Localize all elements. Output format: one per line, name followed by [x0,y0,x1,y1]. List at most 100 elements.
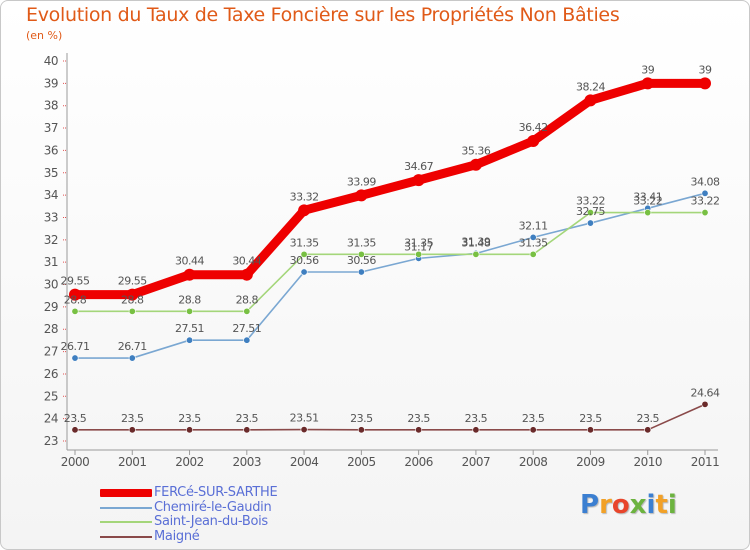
y-tick-label: 37 [44,121,58,135]
y-tick-label: 29 [44,300,58,314]
legend-label-fercé: FERCé-SUR-SARTHE [154,485,278,501]
series-point-1 [71,354,79,362]
chart-title: Evolution du Taux de Taxe Foncière sur l… [26,4,620,26]
series-point-0 [298,204,311,217]
series-point-3 [529,426,537,434]
series-point-0 [355,189,368,202]
series-point-2 [300,250,308,258]
series-point-0 [584,94,597,107]
series-point-2 [644,209,652,217]
series-point-1 [701,189,709,197]
y-tick-label: 23 [44,434,58,448]
legend-item-chemire: Chemiré-le-Gaudin [100,499,277,516]
series-point-2 [357,250,365,258]
series-point-1 [300,268,308,276]
series-point-2 [472,250,480,258]
series-point-3 [186,426,194,434]
data-label-2: 28.8 [121,293,144,306]
series-point-2 [71,307,79,315]
y-tick-label: 28 [44,322,58,336]
chart-legend: FERCé-SUR-SARTHE Chemiré-le-Gaudin Saint… [100,485,278,545]
legend-swatch-chemire [100,506,152,509]
series-point-3 [128,426,136,434]
series-point-3 [472,426,480,434]
logo-letter: P [580,490,600,520]
x-tick-label: 2005 [347,455,376,469]
data-label-2: 28.8 [178,293,201,306]
data-label-1: 30.56 [347,254,376,267]
x-tick-label: 2000 [61,455,90,469]
logo-letter: i [646,490,656,520]
legend-item-fercé: FERCé-SUR-SARTHE [100,485,278,501]
data-label-0: 38.24 [576,80,605,93]
data-label-3: 24.64 [691,386,720,399]
data-label-0: 30.44 [232,255,261,268]
series-point-2 [529,250,537,258]
series-line-1 [74,192,706,359]
data-label-2: 33.22 [576,195,605,208]
series-point-2 [128,307,136,315]
data-label-2: 31.35 [519,236,548,249]
x-tick-label: 2006 [404,455,433,469]
data-label-1: 32.75 [576,205,605,218]
series-point-3 [701,400,709,408]
logo-letter: t [655,490,668,520]
logo-letter: r [599,490,612,520]
y-tick-label: 25 [44,389,58,403]
series-line-3 [74,403,706,431]
data-label-2: 31.35 [347,236,376,249]
y-tick-label: 38 [44,99,58,113]
y-tick-label: 31 [44,255,58,269]
legend-item-maigne: Maigné [100,529,277,545]
chart-unit-label: (en %) [26,29,63,42]
y-tick-label: 40 [44,54,58,68]
series-point-3 [71,426,79,434]
data-label-1: 33.41 [633,190,662,203]
data-label-1: 26.71 [118,340,147,353]
data-label-1: 30.56 [290,254,319,267]
series-line-0 [70,78,710,300]
legend-label-chemire: Chemiré-le-Gaudin [154,499,272,515]
series-point-2 [701,209,709,217]
series-point-0 [641,77,654,90]
data-label-3: 23.5 [236,412,259,425]
x-tick-label: 2010 [633,455,662,469]
data-label-0: 39 [699,63,712,76]
series-point-2 [243,307,251,315]
series-point-1 [586,219,594,227]
legend-item-saint-jean: Saint-Jean-du-Bois [100,515,277,530]
data-label-3: 23.5 [522,412,545,425]
data-label-3: 23.5 [64,412,87,425]
data-label-2: 31.48 [461,236,490,249]
y-tick-label: 33 [44,210,58,224]
data-label-3: 23.5 [121,412,144,425]
data-label-1: 27.51 [175,322,204,335]
series-point-0 [240,268,253,281]
series-point-1 [357,268,365,276]
data-label-0: 30.44 [175,255,204,268]
data-label-3: 23.5 [178,412,201,425]
series-point-3 [415,426,423,434]
series-point-0 [527,135,540,148]
data-label-0: 34.67 [404,160,433,173]
legend-swatch-saint-jean [100,521,152,524]
series-point-2 [415,250,423,258]
series-point-0 [183,268,196,281]
logo-letter: x [629,490,647,520]
series-point-3 [243,426,251,434]
series-line-2 [74,211,706,313]
x-tick-label: 2007 [462,455,491,469]
data-label-0: 39 [641,63,654,76]
logo-letter: o [611,490,630,520]
data-label-3: 23.5 [465,412,488,425]
x-tick-label: 2002 [175,455,204,469]
series-point-1 [186,336,194,344]
data-label-1: 31.39 [461,235,490,248]
series-point-3 [586,426,594,434]
legend-swatch-fercé [100,489,152,498]
data-label-0: 33.99 [347,175,376,188]
data-label-3: 23.5 [579,412,602,425]
data-label-2: 28.8 [64,293,87,306]
data-label-0: 33.32 [290,190,319,203]
